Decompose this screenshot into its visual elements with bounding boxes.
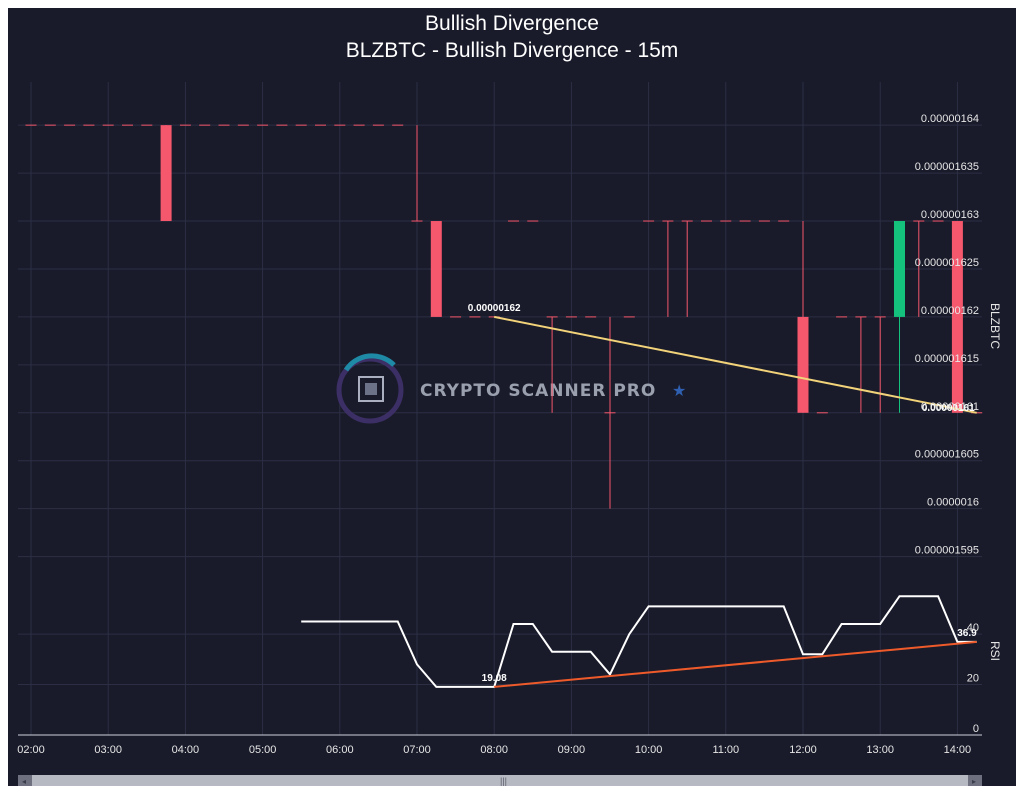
price-tick-label: 0.00000161 [921,401,979,413]
watermark-arc-icon [343,353,396,372]
candle-body [430,221,442,317]
time-tick-label: 05:00 [249,744,277,756]
scrollbar-grip-icon[interactable]: ||| [500,776,507,786]
candle-body [797,316,809,413]
watermark: CRYPTO SCANNER PRO ★ [336,353,686,424]
rsi-line [301,595,977,688]
time-tick-label: 10:00 [635,744,663,756]
chart-svg: Bullish Divergence BLZBTC - Bullish Dive… [17,12,1002,786]
time-tick-label: 09:00 [558,744,586,756]
time-tick-label: 03:00 [94,744,122,756]
price-tick-label: 0.000001635 [915,161,979,173]
time-tick-label: 08:00 [480,744,508,756]
chart-frame: Bullish Divergence BLZBTC - Bullish Dive… [8,8,1016,786]
price-divergence-line [494,315,977,414]
scroll-left-arrow-icon[interactable]: ◂ [22,777,26,786]
divergence-lines: 0.00000162 0.00000161 19.08 36.9 [468,303,977,688]
price-tick-label: 0.000001595 [915,545,979,557]
price-axis-ticks: 0.000001595 0.0000016 0.000001605 0.0000016… [915,113,979,556]
rsi-divergence-start-label: 19.08 [482,673,507,684]
qr-code-inner-icon [365,383,377,395]
candles [25,124,983,509]
watermark-text: CRYPTO SCANNER PRO [420,381,656,401]
time-tick-label: 04:00 [172,744,200,756]
watermark-ring-icon [336,356,404,424]
rsi-tick-label: 20 [967,673,979,685]
price-divergence-start-label: 0.00000162 [468,303,521,314]
price-tick-label: 0.00000162 [921,305,979,317]
time-tick-label: 11:00 [712,744,739,756]
chart-title: Bullish Divergence [425,12,599,35]
candle-body [160,125,172,222]
price-tick-label: 0.00000164 [921,113,979,125]
scrollbar-thumb[interactable] [32,775,968,786]
price-axis-label: BLZBTC [988,303,1002,349]
time-tick-label: 12:00 [789,744,817,756]
price-tick-label: 0.000001605 [915,449,979,461]
candle-body [951,221,963,413]
time-tick-label: 13:00 [866,744,894,756]
star-icon: ★ [672,381,686,400]
candle-body [894,221,905,317]
rsi-axis-label: RSI [988,641,1002,661]
price-tick-label: 0.000001615 [915,353,979,365]
x-axis-ticks: 02:00 03:00 04:00 05:00 06:00 07:00 08:00 09:00… [17,744,971,756]
price-divergence-end-label: 0.00000161 [922,403,975,414]
rsi-axis-ticks: 0 20 40 [967,622,979,735]
rsi-tick-label: 40 [967,622,979,634]
rsi-divergence-line [494,640,977,688]
rsi-divergence-end-label: 36.9 [957,628,977,639]
time-tick-label: 06:00 [326,744,354,756]
time-tick-label: 07:00 [403,744,431,756]
rsi-panel [301,595,977,688]
scroll-right-arrow-icon[interactable]: ▸ [972,777,976,786]
time-tick-label: 02:00 [17,744,45,756]
price-tick-label: 0.00000163 [921,209,979,221]
rsi-tick-label: 0 [973,723,979,735]
qr-code-icon [358,376,384,402]
chart-subtitle: BLZBTC - Bullish Divergence - 15m [346,39,679,62]
time-tick-label: 14:00 [944,744,972,756]
scrollbar[interactable]: ◂ ▸ ||| [18,775,982,786]
price-tick-label: 0.0000016 [927,497,979,509]
price-tick-label: 0.000001625 [915,257,979,269]
